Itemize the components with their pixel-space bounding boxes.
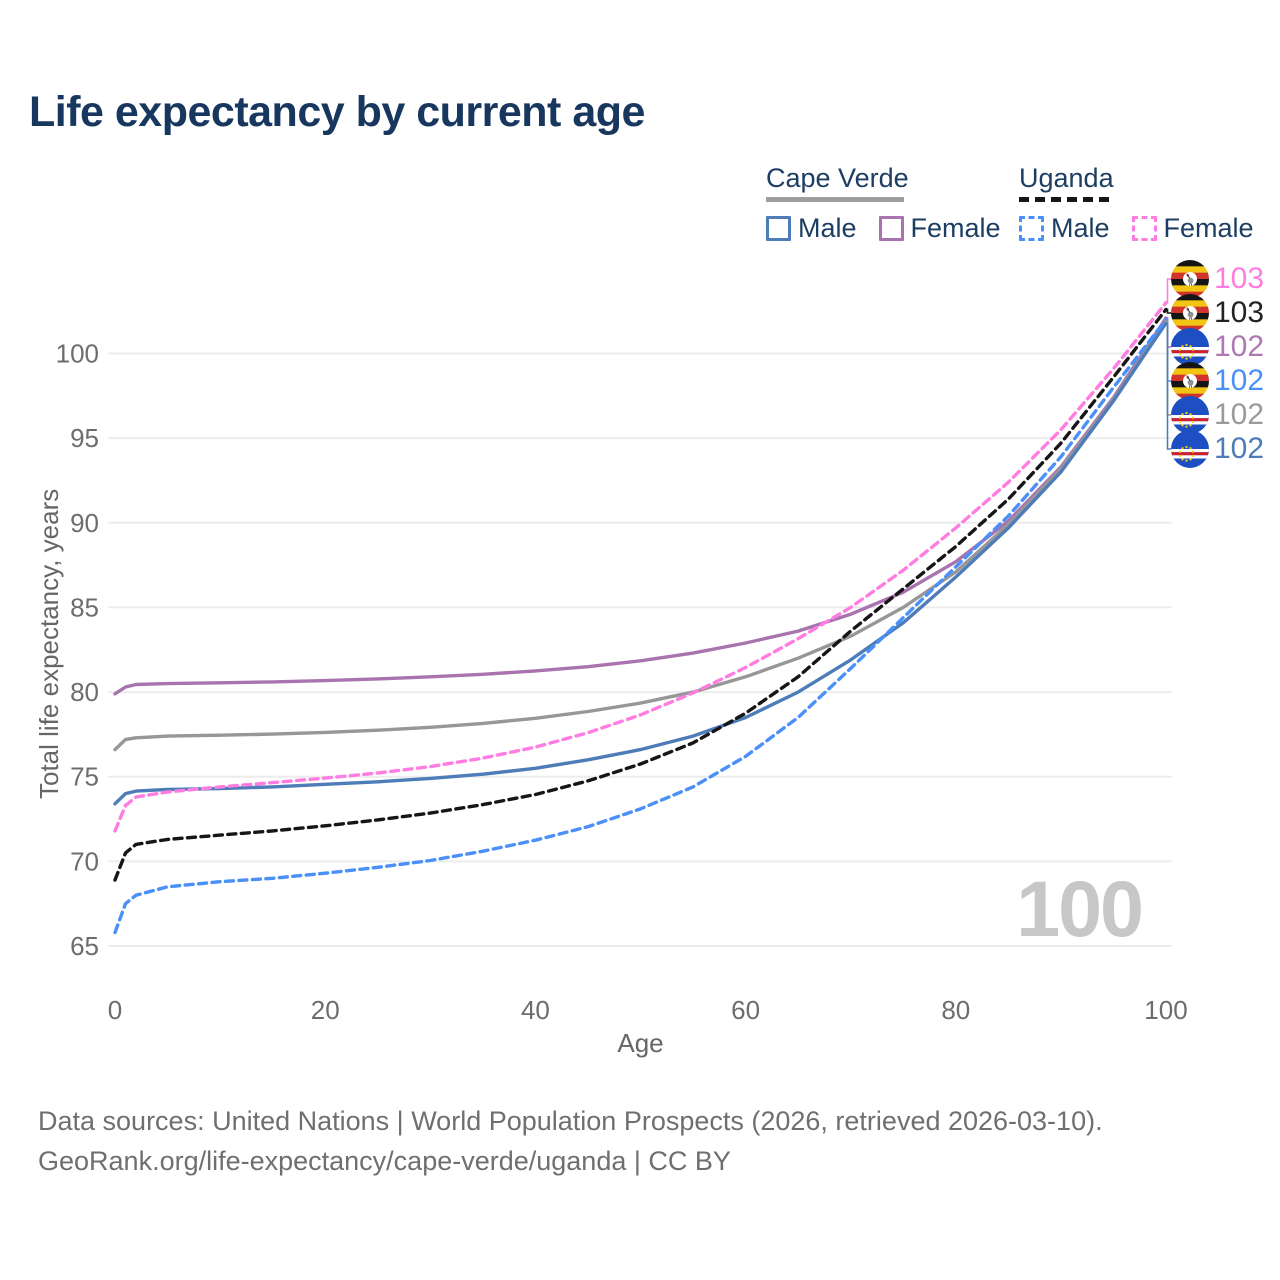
end-label-value: 102 (1214, 432, 1265, 465)
legend-label-female: Female (1163, 212, 1254, 243)
end-label-row: 102 (1171, 328, 1264, 366)
end-label-row: 103 (1171, 294, 1264, 332)
end-label-value: 103 (1214, 296, 1265, 329)
end-label-value: 103 (1214, 262, 1265, 295)
series-line-cv_female (113, 316, 1168, 696)
legend-items-uganda: Male Female (1019, 213, 1254, 244)
legend-item-cape-verde-female[interactable]: Female (878, 212, 1001, 244)
swatch-uganda-female (1131, 215, 1157, 241)
end-label-value: 102 (1214, 398, 1265, 431)
flag-icon-cape-verde (1171, 430, 1209, 468)
end-label-value: 102 (1214, 330, 1265, 363)
end-label-row: 102 (1171, 430, 1264, 468)
series-line-cv_male (113, 321, 1168, 806)
flag-icon-uganda (1171, 260, 1209, 298)
end-label-row: 103 (1171, 260, 1264, 298)
x-tick-label: 100 (1144, 995, 1187, 1025)
swatch-cape-verde-female (878, 215, 904, 241)
legend-linestyle-solid (766, 197, 904, 202)
legend-item-uganda-male[interactable]: Male (1019, 213, 1110, 244)
end-label-row: 102 (1171, 362, 1264, 400)
age-watermark: 100 (1016, 864, 1144, 953)
y-tick-label: 70 (70, 846, 99, 876)
swatch-cape-verde-male (766, 215, 791, 241)
series-line-cv_total (113, 319, 1168, 752)
legend-label-male: Male (798, 212, 857, 243)
series-line-ug_total (113, 307, 1168, 882)
y-tick-label: 75 (70, 762, 99, 792)
legend-label-male: Male (1051, 212, 1110, 243)
x-tick-label: 40 (521, 995, 550, 1025)
end-label-value: 102 (1214, 364, 1265, 397)
footer-attribution-link[interactable]: GeoRank.org/life-expectancy/cape-verde/u… (38, 1146, 731, 1176)
flag-icon-cape-verde (1171, 328, 1209, 366)
legend-item-uganda-female[interactable]: Female (1131, 212, 1254, 244)
legend-label-female: Female (910, 212, 1001, 243)
flag-icon-uganda (1171, 294, 1209, 332)
y-tick-label: 80 (70, 677, 99, 707)
swatch-uganda-male (1019, 215, 1044, 241)
flag-icon-uganda (1171, 362, 1209, 400)
x-axis-title: Age (617, 1028, 664, 1058)
page-title: Life expectancy by current age (29, 88, 645, 136)
flag-icon-cape-verde (1171, 396, 1209, 434)
y-tick-label: 95 (70, 423, 99, 453)
legend-group-uganda: Uganda Male Female (1019, 163, 1254, 244)
y-tick-label: 90 (70, 508, 99, 538)
legend-header-cape-verde: Cape Verde (766, 163, 909, 193)
legend-items-cape-verde: Male Female (766, 213, 1001, 244)
legend-group-cape-verde: Cape Verde Male Female (766, 163, 1001, 244)
y-tick-label: 65 (70, 931, 99, 961)
legend-header-uganda: Uganda (1019, 163, 1114, 193)
legend-item-cape-verde-male[interactable]: Male (766, 213, 857, 244)
x-tick-label: 0 (108, 995, 122, 1025)
y-tick-label: 100 (56, 339, 99, 369)
legend-linestyle-dashed (1019, 197, 1111, 202)
series-line-ug_female (113, 301, 1168, 833)
x-tick-label: 60 (731, 995, 760, 1025)
series-line-ug_male (113, 317, 1168, 935)
y-tick-label: 85 (70, 592, 99, 622)
x-tick-label: 80 (941, 995, 970, 1025)
x-tick-label: 20 (311, 995, 340, 1025)
end-label-row: 102 (1171, 396, 1264, 434)
footer-data-sources: Data sources: United Nations | World Pop… (38, 1106, 1103, 1136)
